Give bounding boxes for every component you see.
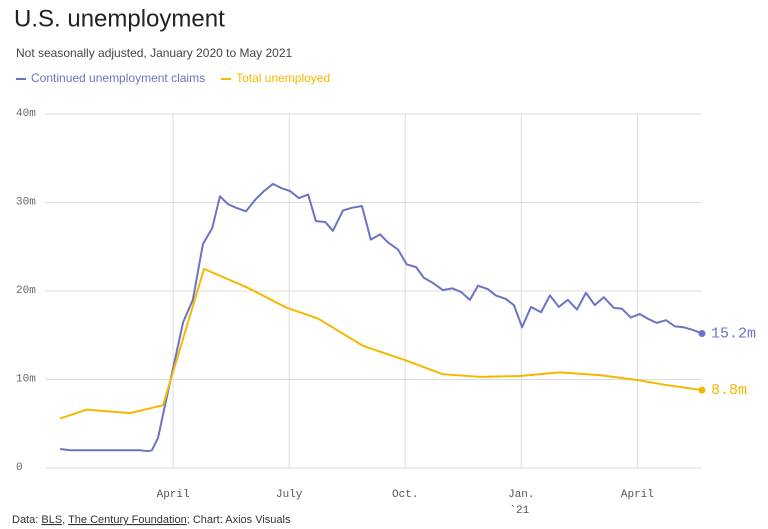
y-tick-label: 30m [16, 196, 36, 208]
x-tick-label: Jan. [508, 489, 534, 501]
legend-label: Total unemployed [236, 71, 330, 85]
y-tick-label: 40m [16, 108, 36, 120]
x-tick-label: April [621, 489, 654, 501]
x-tick-label: July [276, 489, 303, 501]
chart-title: U.S. unemployment [14, 5, 225, 32]
source: Data: BLS, The Century Foundation; Chart… [12, 514, 291, 526]
source-text: ; Chart: Axios Visuals [187, 514, 291, 526]
source-link[interactable]: BLS [41, 514, 62, 526]
chart-subtitle: Not seasonally adjusted, January 2020 to… [16, 46, 293, 60]
legend-label: Continued unemployment claims [31, 71, 205, 85]
year-label: `21 [509, 504, 529, 517]
x-tick-label: April [157, 489, 190, 501]
end-point [698, 386, 706, 394]
end-label: 8.8m [711, 382, 747, 399]
y-tick-label: 0 [16, 462, 23, 474]
series-line [59, 267, 703, 420]
source-text: Data: [12, 514, 41, 526]
source-link[interactable]: The Century Foundation [68, 514, 187, 526]
end-point [698, 329, 706, 337]
series-line [60, 182, 703, 453]
end-label: 15.2m [711, 325, 756, 342]
y-tick-label: 10m [16, 373, 36, 385]
source-text: , [62, 514, 68, 526]
x-tick-label: Oct. [392, 489, 418, 501]
y-tick-label: 20m [16, 285, 36, 297]
